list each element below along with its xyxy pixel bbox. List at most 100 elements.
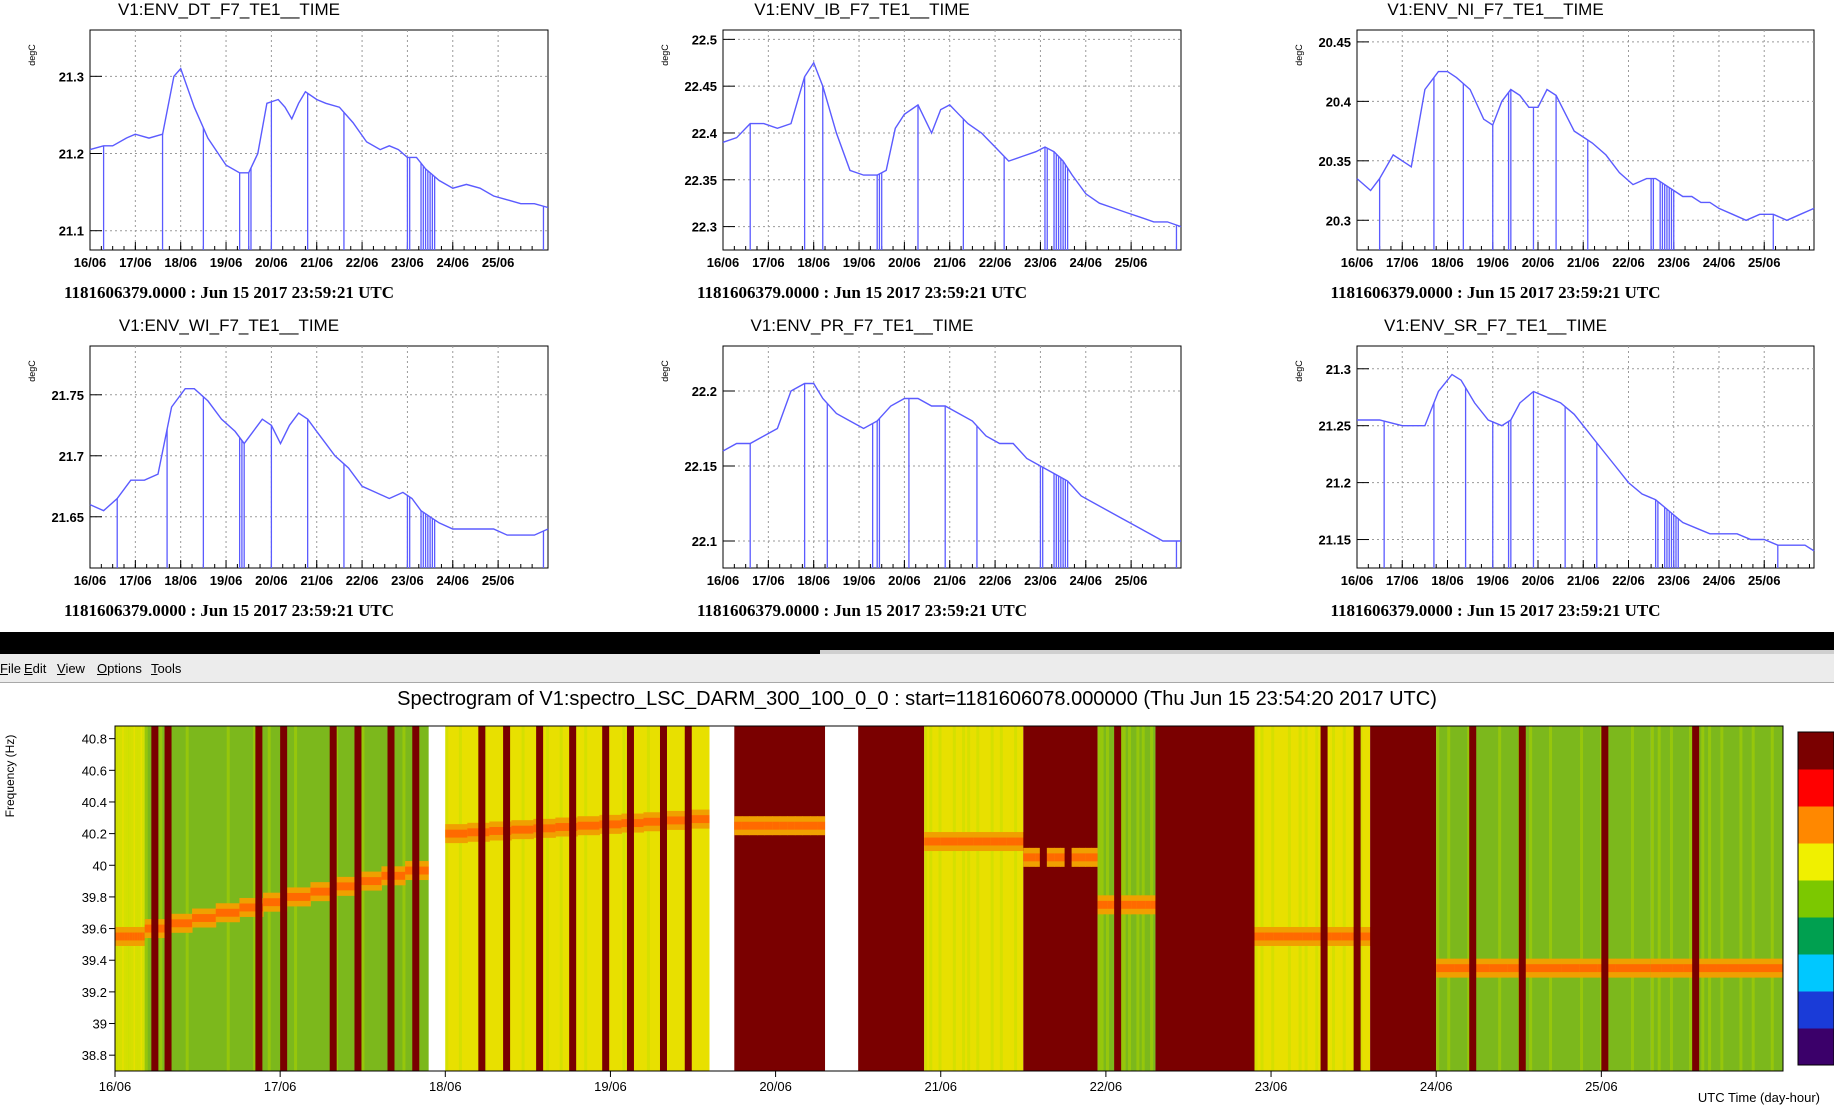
x-tick-label: 20/06: [888, 255, 921, 270]
spectral-line-core: [1436, 964, 1455, 973]
series-line: [722, 382, 1181, 542]
x-tick-label: 21/06: [933, 255, 966, 270]
chart-timestamp: 1181606379.0000 : Jun 15 2017 23:59:21 U…: [1330, 601, 1660, 620]
x-tick-label: 19/06: [843, 255, 876, 270]
spectro-stripe: [1601, 726, 1609, 1071]
spectro-texture: [137, 726, 141, 1071]
spectral-line-core: [1136, 900, 1142, 909]
spectral-line-core: [1283, 932, 1294, 941]
menu-options[interactable]: Options: [97, 661, 142, 676]
spectro-stripe: [1386, 726, 1394, 1071]
series-line: [722, 61, 1182, 228]
y-tick-label: 40.2: [82, 827, 107, 842]
x-tick-label: 25/06: [482, 573, 515, 588]
spectro-texture: [1447, 726, 1451, 1071]
spectral-line-core: [1454, 964, 1473, 973]
menu-file[interactable]: File: [0, 661, 21, 676]
spectro-stripe: [478, 726, 486, 1071]
spectral-line-core: [1749, 964, 1762, 973]
spectral-line-core: [802, 821, 811, 830]
spectral-line-core: [1023, 853, 1031, 862]
x-tick-label: 24/06: [1703, 573, 1736, 588]
menu-options-label: ptions: [107, 661, 142, 676]
spectro-texture: [115, 726, 118, 1071]
spectral-line-core: [810, 821, 819, 830]
spectro-stripe: [1518, 726, 1526, 1071]
spectro-stripe: [255, 726, 263, 1071]
spectral-line-core: [1771, 964, 1784, 973]
spectro-stripe: [1320, 726, 1328, 1071]
spectral-line-core: [263, 898, 288, 907]
spectral-line-core: [1006, 837, 1016, 846]
color-scale-band: [1798, 917, 1834, 955]
line-chart-6: 16/06 17/06 18/06 19/06 20/06 21/06 22/06 23/06…: [1294, 316, 1815, 620]
spectro-texture: [1720, 726, 1724, 1071]
x-tick-label: 25/06: [1748, 573, 1781, 588]
spectro-stripe: [1204, 726, 1212, 1071]
spectro-block: [1370, 726, 1437, 1071]
spectro-texture: [1751, 726, 1755, 1071]
spectral-line-core: [932, 837, 942, 846]
y-tick-label: 21.3: [59, 69, 84, 84]
spectral-line-core: [1273, 932, 1284, 941]
temperature-charts-area: 16/06 17/06 18/06 19/06 20/06 21/06 22/06 23/06…: [27, 0, 1815, 620]
menu-view[interactable]: View: [57, 661, 85, 676]
x-tick-label: 18/06: [1431, 573, 1464, 588]
spectro-stripe: [387, 726, 395, 1071]
spectro-texture: [1770, 726, 1774, 1071]
spectro-texture: [646, 726, 650, 1071]
spectral-line-core: [1150, 900, 1156, 909]
spectro-stripe: [1692, 726, 1700, 1071]
spectro-texture: [622, 726, 626, 1071]
spectro-texture: [1014, 726, 1018, 1071]
spectral-line-core: [1060, 853, 1068, 862]
spectro-texture: [952, 726, 956, 1071]
y-tick-label: 20.45: [1318, 35, 1351, 50]
spectral-line-core: [1102, 900, 1108, 909]
x-tick-label: 21/06: [300, 255, 333, 270]
spectral-line-core: [1054, 853, 1061, 862]
spectral-line-core: [1121, 900, 1128, 909]
x-tick-label: 25/06: [482, 255, 515, 270]
spectral-line-core: [168, 919, 193, 928]
spectro-texture: [1701, 726, 1705, 1071]
x-tick-label: 21/06: [1567, 255, 1600, 270]
chart-timestamp: 1181606379.0000 : Jun 15 2017 23:59:21 U…: [697, 601, 1027, 620]
y-axis-label: degC: [1294, 360, 1304, 382]
spectro-texture: [962, 726, 966, 1071]
x-tick-label: 18/06: [429, 1079, 462, 1094]
y-axis-label: degC: [660, 360, 670, 382]
x-tick-label: 22/06: [1612, 255, 1645, 270]
plot-frame: [89, 345, 549, 569]
chart-title: V1:ENV_SR_F7_TE1__TIME: [1384, 316, 1607, 335]
spectral-line-core: [787, 821, 796, 830]
spectral-line-core: [1302, 932, 1313, 941]
spectral-line-core: [1140, 900, 1147, 909]
x-tick-label: 17/06: [264, 1079, 297, 1094]
y-tick-label: 21.2: [1326, 476, 1351, 491]
y-tick-label: 22.1: [692, 534, 717, 549]
spectro-stripe: [1064, 726, 1072, 1071]
y-tick-label: 22.45: [684, 79, 717, 94]
spectro-texture: [127, 726, 131, 1071]
chart-title: V1:ENV_DT_F7_TE1__TIME: [118, 0, 340, 19]
spectro-stripe: [899, 726, 907, 1071]
x-tick-label: 16/06: [74, 573, 107, 588]
menu-tools[interactable]: Tools: [151, 661, 181, 676]
x-tick-label: 18/06: [797, 255, 830, 270]
spectro-texture: [1498, 726, 1502, 1071]
spectro-texture: [159, 726, 163, 1071]
plot-frame: [722, 345, 1182, 569]
spectro-texture: [1708, 726, 1712, 1071]
spectral-line-core: [239, 903, 264, 912]
spectro-texture: [1298, 726, 1302, 1071]
menu-edit[interactable]: Edit: [24, 661, 46, 676]
spectral-line-core: [749, 821, 758, 830]
x-tick-label: 21/06: [933, 573, 966, 588]
x-tick-label: 20/06: [888, 573, 921, 588]
y-tick-label: 38.8: [82, 1048, 107, 1063]
spectral-line-core: [734, 821, 743, 830]
x-tick-label: 22/06: [1090, 1079, 1123, 1094]
spectro-block: [709, 726, 735, 1071]
color-scale-band: [1798, 806, 1834, 844]
